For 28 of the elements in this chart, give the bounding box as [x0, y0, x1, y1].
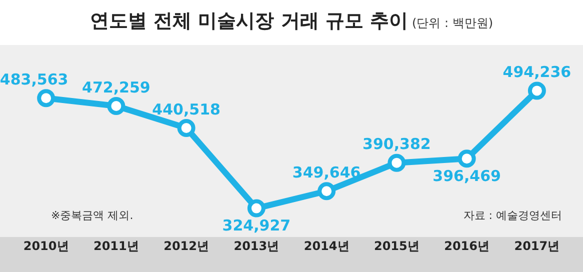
- point: [388, 154, 406, 172]
- x-tick-label: 2014년: [304, 238, 350, 253]
- point: [107, 96, 126, 115]
- data-label: 472,259: [82, 78, 150, 96]
- point: [37, 89, 56, 108]
- data-label: 390,382: [362, 135, 431, 154]
- x-tick-label: 2015년: [374, 238, 420, 253]
- chart-subtitle: (단위 : 백만원): [412, 16, 494, 30]
- data-label: 483,563: [0, 70, 68, 89]
- point: [528, 82, 546, 100]
- data-label: 324,927: [222, 216, 291, 235]
- point: [318, 182, 336, 200]
- x-tick-label: 2017년: [514, 238, 560, 253]
- text: ※중복금액 제외.: [51, 208, 134, 222]
- x-tick-label: 2011년: [93, 238, 139, 253]
- data-label: 396,469: [432, 167, 501, 186]
- x-tick-label: 2010년: [23, 238, 69, 253]
- chart-title: 연도별 전체 미술시장 거래 규모 추이: [90, 10, 408, 32]
- data-label: 440,518: [152, 100, 220, 118]
- point: [247, 199, 266, 218]
- point: [458, 150, 476, 168]
- data-label: 349,646: [292, 164, 361, 182]
- x-tick-label: 2013년: [234, 238, 280, 253]
- x-tick-label: 2012년: [164, 238, 210, 253]
- point: [177, 119, 196, 138]
- text: 자료 : 예술경영센터: [463, 208, 562, 222]
- data-label: 494,236: [502, 63, 572, 82]
- x-tick-label: 2016년: [444, 238, 490, 253]
